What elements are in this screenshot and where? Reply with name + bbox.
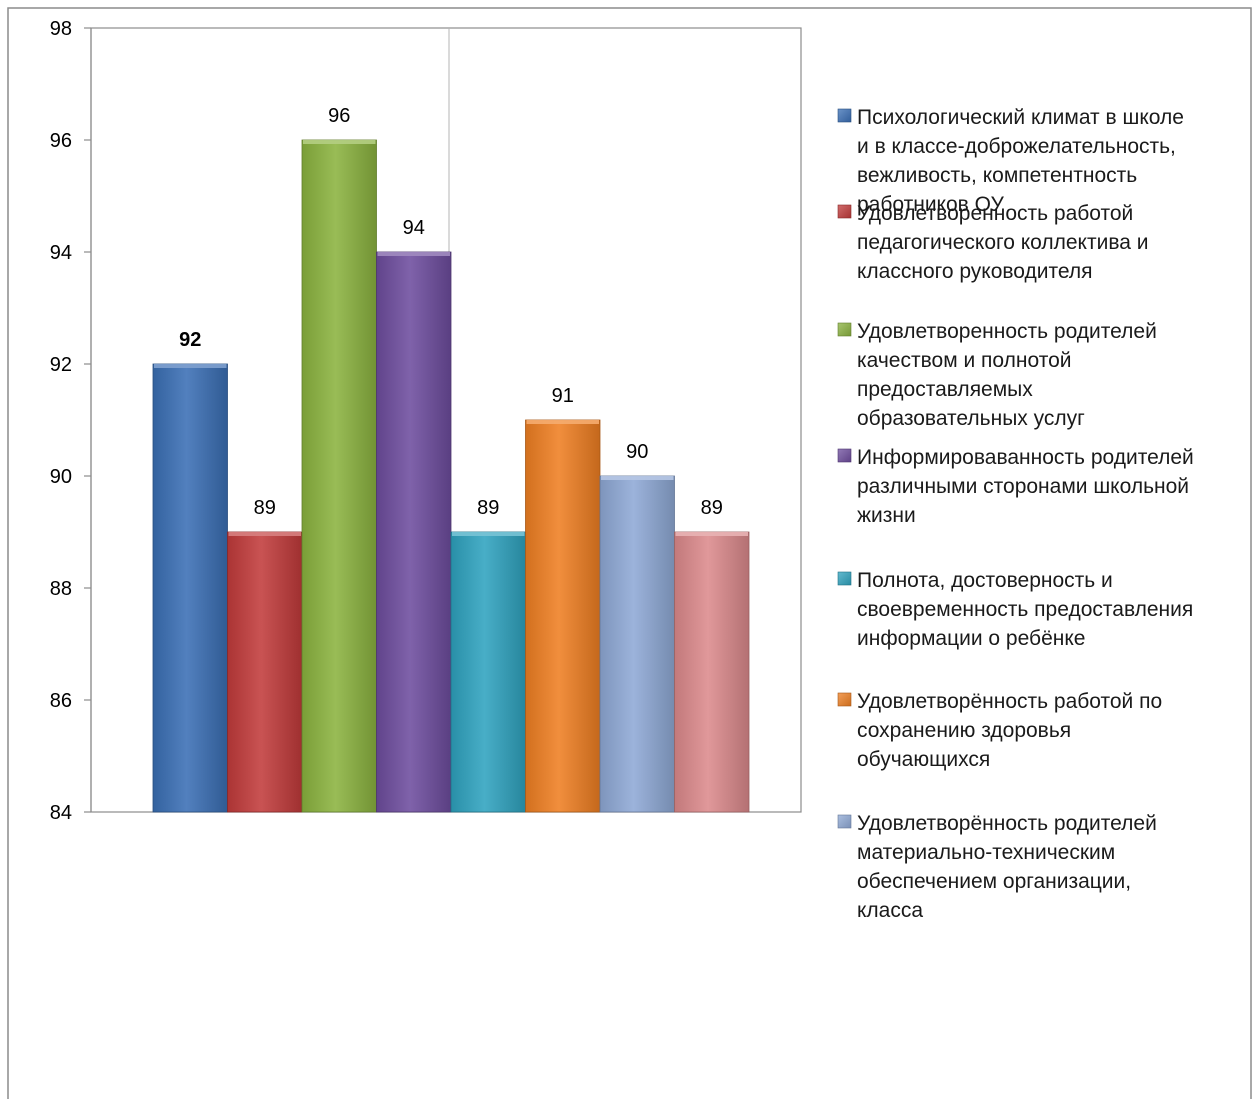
- legend-label-5: своевременность предоставления: [857, 598, 1193, 621]
- data-label-6: 91: [552, 385, 574, 407]
- legend-label-7: класса: [857, 899, 923, 922]
- legend-swatch-7: [837, 814, 852, 829]
- legend-label-6: Удовлетворённость работой по: [857, 690, 1162, 713]
- bars: [152, 139, 750, 813]
- legend-label-7: материально-техническим: [857, 841, 1115, 864]
- legend-swatch-2: [837, 204, 852, 219]
- legend-label-4: жизни: [857, 504, 916, 527]
- y-tick-label: 88: [50, 578, 72, 600]
- y-tick-label: 84: [50, 802, 72, 824]
- legend-label-5: информации о ребёнке: [857, 627, 1085, 650]
- y-tick-label: 92: [50, 354, 72, 376]
- bar-7-cap: [601, 476, 674, 480]
- legend-label-6: сохранению здоровья: [857, 719, 1071, 742]
- bar-1-cap: [154, 364, 227, 368]
- legend-label-1: и в классе-доброжелательность,: [857, 135, 1176, 158]
- bar-8: [674, 531, 750, 813]
- bar-5-cap: [452, 532, 525, 536]
- bar-6: [525, 419, 601, 813]
- legend-label-1: работников ОУ: [857, 193, 1005, 216]
- bar-4-cap: [377, 252, 450, 256]
- legend-label-4: Информироваванность родителей: [857, 446, 1194, 469]
- legend-label-7: Удовлетворённость родителей: [857, 812, 1157, 835]
- data-label-8: 89: [701, 497, 723, 519]
- bar-4: [376, 251, 452, 813]
- legend-swatch-3: [837, 322, 852, 337]
- bar-3: [301, 139, 377, 813]
- legend-label-3: образовательных услуг: [857, 407, 1085, 430]
- bar-3-cap: [303, 140, 376, 144]
- bar-2: [227, 531, 303, 813]
- bar-6-cap: [526, 420, 599, 424]
- data-label-2: 89: [254, 497, 276, 519]
- legend-label-1: Психологический климат в школе: [857, 106, 1184, 129]
- y-tick-label: 90: [50, 466, 72, 488]
- bar-1: [152, 363, 228, 813]
- legend-label-7: обеспечением организации,: [857, 870, 1131, 893]
- legend-label-3: Удовлетворенность родителей: [857, 320, 1157, 343]
- bar-2-cap: [228, 532, 301, 536]
- legend-label-3: предоставляемых: [857, 378, 1033, 401]
- data-label-5: 89: [477, 497, 499, 519]
- legend-label-1: вежливость, компетентность: [857, 164, 1137, 187]
- bar-8-cap: [675, 532, 748, 536]
- bar-7: [599, 475, 675, 813]
- legend-label-3: качеством и полнотой: [857, 349, 1072, 372]
- y-tick-label: 96: [50, 130, 72, 152]
- data-label-3: 96: [328, 105, 350, 127]
- bar-5: [450, 531, 526, 813]
- data-labels: 92 89 96 94 89 91 90 89: [179, 105, 723, 519]
- legend-label-2: педагогического коллектива и: [857, 231, 1149, 254]
- legend-swatch-1: [837, 108, 852, 123]
- data-label-7: 90: [626, 441, 648, 463]
- legend-label-6: обучающихся: [857, 748, 990, 771]
- y-tick-label: 86: [50, 690, 72, 712]
- legend-label-2: классного руководителя: [857, 260, 1093, 283]
- legend-label-5: Полнота, достоверность и: [857, 569, 1113, 592]
- legend: Психологический климат в школе и в классе…: [837, 106, 1194, 922]
- legend-swatch-5: [837, 571, 852, 586]
- legend-swatch-4: [837, 448, 852, 463]
- legend-label-2: Удовлетворенность работой: [857, 202, 1133, 225]
- y-axis: 84 86 88 90 92 94 96 98: [50, 18, 92, 824]
- legend-label-4: различными сторонами школьной: [857, 475, 1189, 498]
- data-label-4: 94: [403, 217, 425, 239]
- data-label-1: 92: [179, 329, 201, 351]
- legend-swatch-6: [837, 692, 852, 707]
- y-tick-label: 94: [50, 242, 72, 264]
- y-tick-label: 98: [50, 18, 72, 40]
